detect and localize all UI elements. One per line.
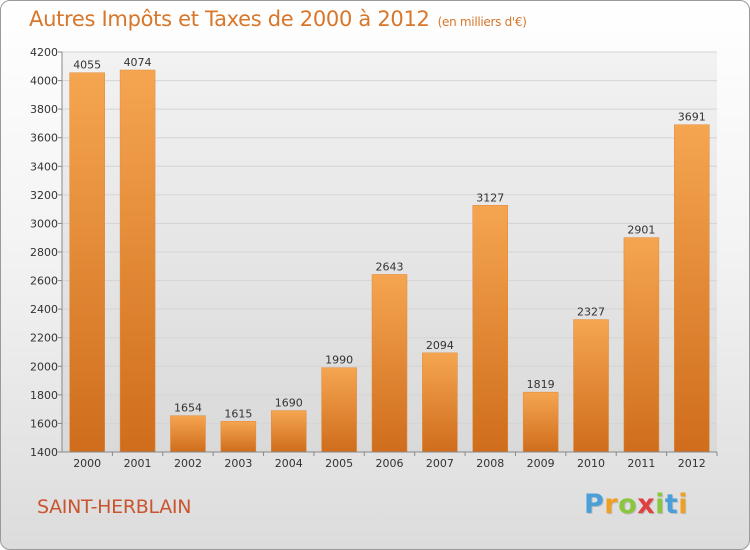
- bar-2006: [371, 274, 408, 453]
- y-tick-label: 2000: [30, 360, 58, 373]
- data-label: 2901: [627, 224, 655, 237]
- y-tick-label: 3000: [30, 217, 58, 230]
- y-axis-ticks: 1400 1600 1800 2000 2200 2400 2600 2800 3000 3200…: [30, 46, 717, 459]
- bar-2003: [220, 421, 257, 453]
- logo-letter: i: [655, 489, 665, 520]
- logo-letter: o: [618, 489, 638, 520]
- y-tick-label: 4000: [30, 75, 58, 88]
- y-tick-label: 3200: [30, 189, 58, 202]
- bar-2012: [674, 124, 710, 453]
- y-tick-label: 2600: [30, 275, 58, 288]
- data-label: 1654: [174, 402, 202, 415]
- data-label: 3127: [476, 191, 504, 204]
- y-tick-label: 3600: [30, 132, 58, 145]
- bar-2000: [69, 72, 105, 453]
- data-labels: 4055 4074 1654 1615 1690 1990 2643 2094 3127 1819…: [73, 56, 706, 420]
- x-tick-label: 2006: [376, 457, 404, 470]
- bars: [69, 69, 710, 453]
- data-label: 3691: [678, 111, 706, 124]
- bar-2010: [573, 319, 609, 453]
- data-label: 2327: [577, 306, 605, 319]
- data-label: 2643: [376, 260, 404, 273]
- logo-letter: i: [678, 489, 689, 520]
- chart-title: Autres Impôts et Taxes de 2000 à 2012 (en…: [29, 7, 527, 31]
- bar-2001: [119, 69, 156, 453]
- y-tick-label: 3800: [30, 103, 58, 116]
- data-label: 1990: [325, 354, 353, 367]
- data-label: 4055: [73, 59, 101, 72]
- bar-2008: [472, 205, 509, 453]
- bar-2007: [422, 352, 458, 453]
- bar-2004: [270, 410, 307, 453]
- x-tick-label: 2011: [627, 457, 655, 470]
- y-tick-label: 4200: [30, 46, 58, 59]
- y-tick-label: 1600: [30, 417, 58, 430]
- y-tick-label: 3400: [30, 160, 58, 173]
- data-label: 1690: [275, 397, 303, 410]
- data-label: 1819: [527, 378, 555, 391]
- logo-letter: x: [637, 489, 656, 520]
- x-axis-ticks: 2000 2001 2002 2003 2004 2005 2006 2007 2008 2009…: [73, 452, 718, 470]
- chart-unit-label: (en milliers d'€): [437, 15, 527, 29]
- chart-title-main: Autres Impôts et Taxes de 2000 à 2012: [29, 7, 430, 31]
- y-tick-label: 2400: [30, 303, 58, 316]
- y-tick-label: 2200: [30, 332, 58, 345]
- location-name: SAINT-HERBLAIN: [37, 496, 192, 518]
- data-label: 1615: [224, 407, 252, 420]
- y-tick-label: 1400: [30, 446, 58, 459]
- y-tick-label: 1800: [30, 389, 58, 402]
- logo-letter: P: [584, 489, 605, 520]
- x-tick-label: 2000: [73, 457, 101, 470]
- data-label: 4074: [124, 56, 152, 69]
- x-tick-label: 2010: [577, 457, 605, 470]
- x-tick-label: 2005: [325, 457, 353, 470]
- bar-2009: [522, 391, 559, 453]
- x-tick-label: 2001: [124, 457, 152, 470]
- logo-letter: t: [664, 489, 679, 520]
- x-tick-label: 2002: [174, 457, 202, 470]
- data-label: 2094: [426, 339, 454, 352]
- bar-2011: [623, 237, 660, 453]
- x-tick-label: 2009: [527, 457, 555, 470]
- x-tick-label: 2007: [426, 457, 454, 470]
- logo-letter: r: [604, 489, 619, 520]
- proxiti-logo[interactable]: Proxiti: [584, 489, 688, 520]
- x-tick-label: 2012: [678, 457, 706, 470]
- x-tick-label: 2004: [275, 457, 303, 470]
- bar-2005: [321, 367, 357, 453]
- y-tick-label: 2800: [30, 246, 58, 259]
- x-tick-label: 2008: [476, 457, 504, 470]
- x-tick-label: 2003: [224, 457, 252, 470]
- bar-2002: [170, 415, 206, 453]
